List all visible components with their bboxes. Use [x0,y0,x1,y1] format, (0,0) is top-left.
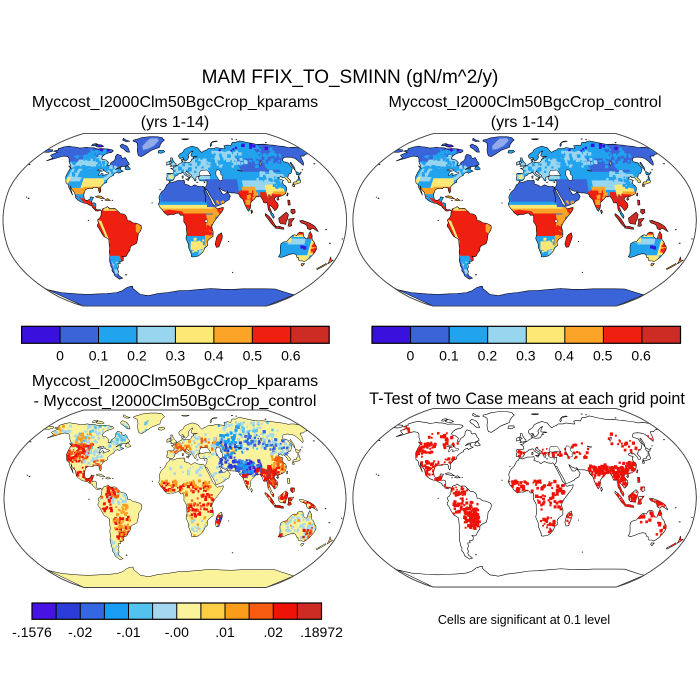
svg-text:Cells are significant at 0.1 l: Cells are significant at 0.1 level [438,613,610,627]
svg-text:0.5: 0.5 [593,348,613,364]
svg-text:.02: .02 [263,624,283,640]
svg-text:- Myccost_I2000Clm50BgcCrop_co: - Myccost_I2000Clm50BgcCrop_control [34,393,317,410]
svg-text:0.2: 0.2 [478,348,498,364]
svg-text:0.3: 0.3 [516,348,536,364]
svg-text:-.01: -.01 [116,624,140,640]
svg-text:Myccost_I2000Clm50BgcCrop_kpar: Myccost_I2000Clm50BgcCrop_kparams [32,373,318,390]
svg-text:.01: .01 [215,624,235,640]
svg-text:MAM FFIX_TO_SMINN (gN/m^2/y): MAM FFIX_TO_SMINN (gN/m^2/y) [202,67,499,88]
svg-text:0: 0 [407,348,415,364]
svg-text:0.6: 0.6 [631,348,651,364]
svg-text:0.5: 0.5 [243,348,263,364]
svg-text:(yrs 1-14): (yrs 1-14) [141,114,209,131]
svg-text:-.00: -.00 [165,624,189,640]
svg-text:0.4: 0.4 [204,348,224,364]
svg-text:0.3: 0.3 [166,348,186,364]
svg-text:0.4: 0.4 [554,348,574,364]
svg-text:0.6: 0.6 [281,348,301,364]
svg-text:Myccost_I2000Clm50BgcCrop_kpar: Myccost_I2000Clm50BgcCrop_kparams [32,94,318,111]
svg-text:.18972: .18972 [300,624,343,640]
svg-text:0: 0 [56,348,64,364]
svg-text:Myccost_I2000Clm50BgcCrop_cont: Myccost_I2000Clm50BgcCrop_control [388,94,661,111]
svg-text:(yrs 1-14): (yrs 1-14) [491,114,559,131]
svg-text:-.1576: -.1576 [12,624,52,640]
svg-text:-.02: -.02 [68,624,92,640]
svg-text:0.1: 0.1 [439,348,459,364]
svg-text:0.1: 0.1 [89,348,109,364]
svg-text:0.2: 0.2 [127,348,147,364]
svg-text:T-Test of two Case means at ea: T-Test of two Case means at each grid po… [369,390,685,408]
